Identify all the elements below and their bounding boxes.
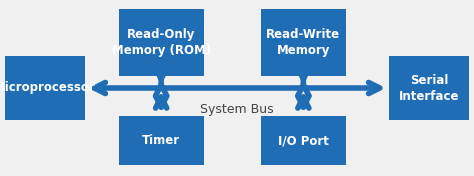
FancyBboxPatch shape [5,56,85,120]
Text: Serial
Interface: Serial Interface [399,74,459,102]
Text: Read-Write
Memory: Read-Write Memory [266,28,340,57]
FancyBboxPatch shape [261,9,346,76]
FancyBboxPatch shape [118,116,204,165]
Text: Timer: Timer [142,134,180,147]
FancyBboxPatch shape [261,116,346,165]
FancyBboxPatch shape [389,56,469,120]
Text: System Bus: System Bus [200,103,274,116]
Text: Microprocessor: Microprocessor [0,81,96,95]
Text: Read-Only
Memory (ROM): Read-Only Memory (ROM) [111,28,211,57]
Text: I/O Port: I/O Port [278,134,329,147]
FancyBboxPatch shape [118,9,204,76]
